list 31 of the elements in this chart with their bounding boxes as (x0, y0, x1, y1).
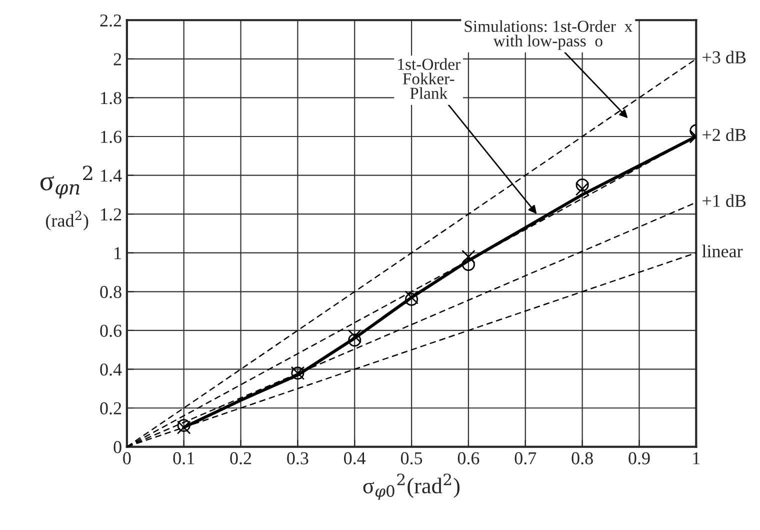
x-tick-label: 0 (123, 452, 131, 464)
y-tick-label: 1.6 (101, 130, 122, 144)
x-tick-label: 0.7 (514, 452, 536, 464)
y-tick-label: 1.8 (101, 92, 122, 104)
y-tick-label: 1 (114, 247, 121, 260)
y-tick-label: 1.2 (101, 208, 122, 221)
series-label: +1 dB (702, 194, 746, 207)
x-tick-label: 0.4 (344, 452, 366, 464)
x-tick-label: 0.8 (572, 452, 593, 464)
x-tick-label: 0.1 (173, 452, 194, 464)
annotation: 1st-Order Fokker- Plank (398, 58, 460, 99)
series-label: +2 dB (702, 128, 746, 142)
text: σ$_{φn}$$^{2}$ (rad$^{2}$) (40, 166, 92, 230)
y-tick-label: 0.6 (100, 324, 122, 337)
y-tick-label: 2 (114, 53, 122, 66)
x-tick-label: 1 (693, 452, 700, 464)
x-tick-label: 0.6 (458, 452, 480, 464)
x-axis-title: σ$_{φ0}$$^{2}$(rad$^{2}$) (363, 474, 460, 500)
x-tick-label: 0.2 (230, 452, 252, 464)
y-tick-label: 2.2 (100, 14, 122, 27)
annotation: Simulations: 1st-Order x with low-pass o (464, 20, 632, 50)
x-tick-label: 0.9 (628, 452, 650, 464)
y-tick-label: 0.2 (100, 402, 122, 415)
y-tick-label: 0.8 (100, 286, 122, 298)
series-label: +3 dB (702, 50, 746, 64)
series-label: linear (702, 244, 743, 258)
y-tick-label: 0 (114, 441, 122, 454)
x-tick-label: 0.3 (287, 452, 308, 464)
y-tick-label: 0.4 (100, 363, 122, 376)
y-tick-label: 1.4 (101, 170, 122, 182)
x-tick-label: 0.5 (400, 452, 422, 464)
